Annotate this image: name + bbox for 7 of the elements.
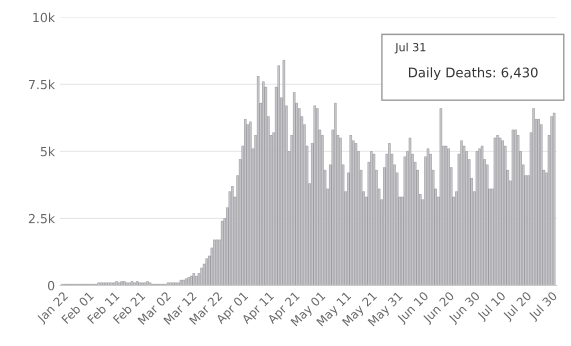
y-tick-label: 7.5k bbox=[29, 80, 56, 90]
y-tick-label: 5k bbox=[40, 146, 56, 156]
y-tick-label: 2.5k bbox=[28, 214, 56, 224]
y-tick-label: 0 bbox=[48, 280, 54, 290]
annotation: Jul 31 bbox=[394, 42, 426, 54]
y-tick-label: 10k bbox=[33, 12, 56, 22]
annotation: Daily Deaths: 6,430 bbox=[408, 67, 538, 80]
